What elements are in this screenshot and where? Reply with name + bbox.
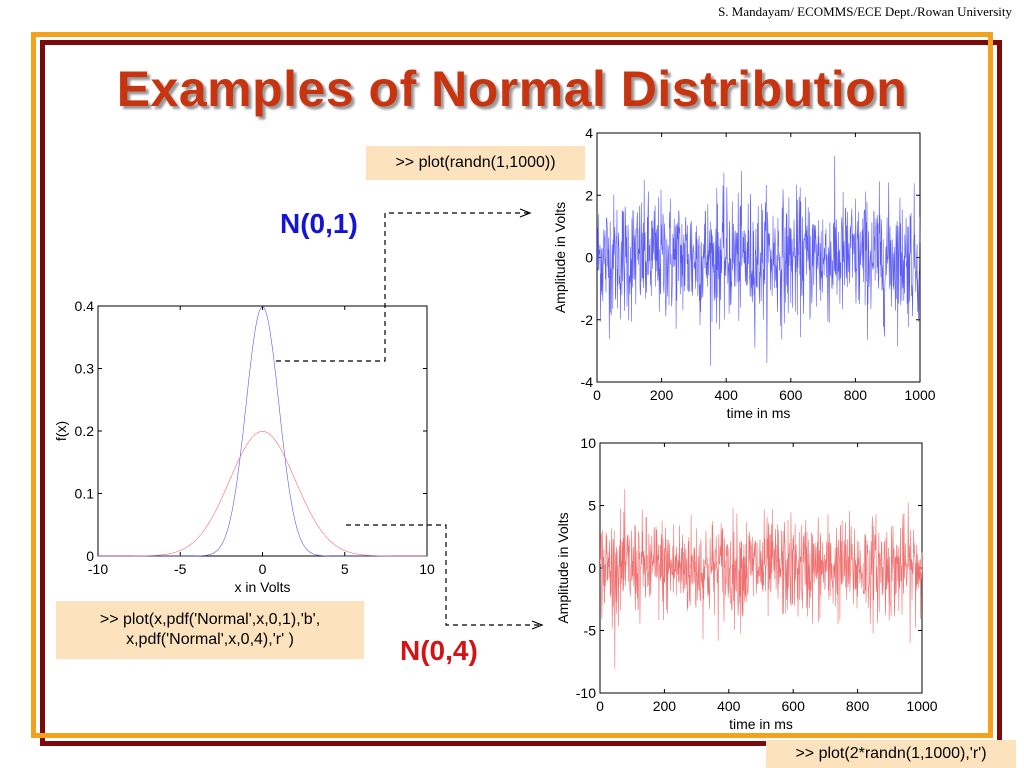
y-tick-label: -4: [581, 374, 594, 390]
y-tick-label: 0: [86, 548, 94, 564]
y-tick-label: 0.3: [75, 361, 95, 377]
x-tick-label: 0: [259, 561, 267, 577]
code-box-pdf: >> plot(x,pdf('Normal',x,0,1),'b', x,pdf…: [56, 601, 364, 659]
x-tick-label: 10: [419, 561, 435, 577]
connector-n01: [276, 212, 528, 362]
x-tick-label: 400: [715, 387, 739, 403]
slide-frame-shadow: [40, 40, 1002, 746]
y-axis-label: f(x): [53, 421, 69, 441]
x-tick-label: 0: [593, 387, 601, 403]
y-tick-label: 5: [588, 498, 596, 514]
arrowhead-n01: [519, 208, 532, 218]
connector-arrows: [276, 208, 544, 630]
y-tick-label: 10: [580, 435, 596, 451]
series-line-0: [596, 155, 921, 366]
code-line-2: x,pdf('Normal',x,0,4),'r' ): [126, 631, 294, 648]
x-tick-label: 200: [650, 387, 674, 403]
x-tick-label: 0: [596, 698, 604, 714]
connector-n04: [346, 524, 540, 626]
series-line-0: [98, 306, 427, 557]
y-axis-label: Amplitude in Volts: [552, 202, 568, 313]
chart-randn: 0 200 400 600 800 1000 -4 -2 0 2 4 time in ms Amplit…: [552, 125, 936, 421]
y-tick-label: 0.1: [75, 486, 95, 502]
x-tick-label: 600: [779, 387, 803, 403]
y-tick-label: -5: [584, 623, 597, 639]
author-credit: S. Mandayam/ ECOMMS/ECE Dept./Rowan Univ…: [718, 4, 1012, 19]
x-tick-label: 5: [341, 561, 349, 577]
y-axis-label: Amplitude in Volts: [555, 512, 571, 623]
y-tick-label: -10: [576, 685, 596, 701]
x-tick-label: 200: [653, 698, 677, 714]
series-line-1: [98, 430, 427, 557]
x-tick-label: -10: [88, 561, 108, 577]
chart-2randn: 0 200 400 600 800 1000 -10 -5 0 5 10 time in ms Ampl…: [555, 435, 938, 732]
arrowhead-n04: [531, 620, 544, 630]
chart-pdf: -10 -5 0 5 10 0 0.1 0.2 0.3 0.4 x in Volts f(x): [53, 298, 435, 595]
slide-frame: [31, 32, 993, 738]
x-axis-label: time in ms: [727, 405, 791, 421]
x-axis-label: time in ms: [729, 716, 793, 732]
x-tick-label: 1000: [904, 387, 935, 403]
label-n01: N(0,1): [280, 208, 358, 239]
slide-title: Examples of Normal Distribution: [116, 61, 908, 117]
y-tick-label: 4: [585, 125, 593, 141]
y-tick-label: 2: [585, 187, 593, 203]
label-n04: N(0,4): [400, 635, 478, 666]
x-axis-label: x in Volts: [234, 579, 290, 595]
x-tick-label: 800: [846, 698, 870, 714]
y-tick-label: -2: [581, 312, 594, 328]
x-tick-label: -5: [174, 561, 187, 577]
y-tick-label: 0: [585, 250, 593, 266]
code-box-randn: >> plot(randn(1,1000)): [366, 146, 585, 180]
y-tick-label: 0.2: [75, 423, 95, 439]
x-tick-label: 400: [717, 698, 741, 714]
y-tick-label: 0: [588, 560, 596, 576]
code-box-2randn: >> plot(2*randn(1,1000),'r'): [766, 740, 1016, 768]
x-tick-label: 1000: [906, 698, 937, 714]
x-tick-label: 800: [844, 387, 868, 403]
y-tick-label: 0.4: [75, 298, 95, 314]
x-tick-label: 600: [782, 698, 806, 714]
series-line-0: [600, 489, 923, 669]
code-line-1: >> plot(x,pdf('Normal',x,0,1),'b',: [99, 611, 321, 628]
